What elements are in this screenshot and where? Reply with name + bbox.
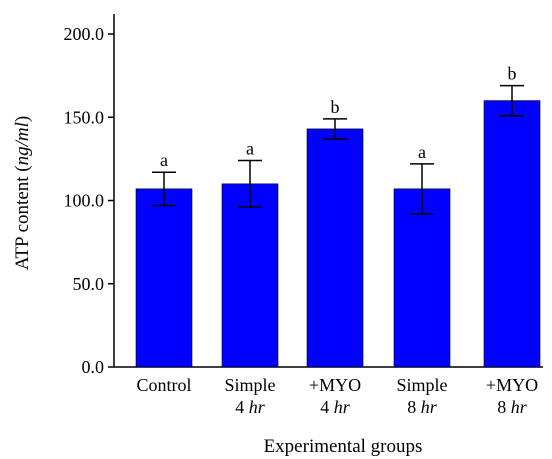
y-tick-label: 100.0 (64, 191, 105, 211)
significance-labels: a a b a b (160, 64, 517, 171)
bar (306, 128, 364, 368)
x-axis-title: Experimental groups (264, 436, 423, 457)
bar (393, 188, 451, 368)
category-sublabel: 4 hr (320, 397, 351, 417)
error-bars (152, 84, 524, 215)
y-tick-label: 150.0 (64, 107, 105, 127)
significance-letter: a (246, 139, 254, 159)
category-sublabel: 8 hr (497, 397, 528, 417)
y-tick-label: 0.0 (82, 357, 105, 377)
significance-letter: b (331, 97, 340, 117)
y-tick-label: 200.0 (64, 24, 105, 44)
category-label: Simple (396, 375, 447, 395)
category-sublabel: 4 hr (235, 397, 266, 417)
y-axis-title: ATP content (ng/ml) (12, 116, 33, 270)
bar (135, 188, 193, 368)
y-axis-title-unit-close: ) (12, 116, 33, 122)
y-axis-title-text: ATP content (12, 176, 33, 270)
significance-letter: b (508, 64, 517, 84)
significance-letter: a (418, 142, 426, 162)
bars (135, 100, 541, 368)
significance-letter: a (160, 150, 168, 170)
category-sublabel: 8 hr (407, 397, 438, 417)
y-axis-title-unit-open: ( (12, 165, 33, 171)
bar (221, 183, 279, 368)
category-label: +MYO (309, 375, 361, 395)
category-label: +MYO (486, 375, 538, 395)
y-ticks: 0.0 50.0 100.0 150.0 200.0 (64, 24, 114, 377)
category-label: Simple (224, 375, 275, 395)
bar (483, 100, 541, 368)
y-axis-title-unit: ng/ml (12, 122, 33, 165)
category-label: Control (136, 375, 191, 395)
y-tick-label: 50.0 (73, 274, 105, 294)
